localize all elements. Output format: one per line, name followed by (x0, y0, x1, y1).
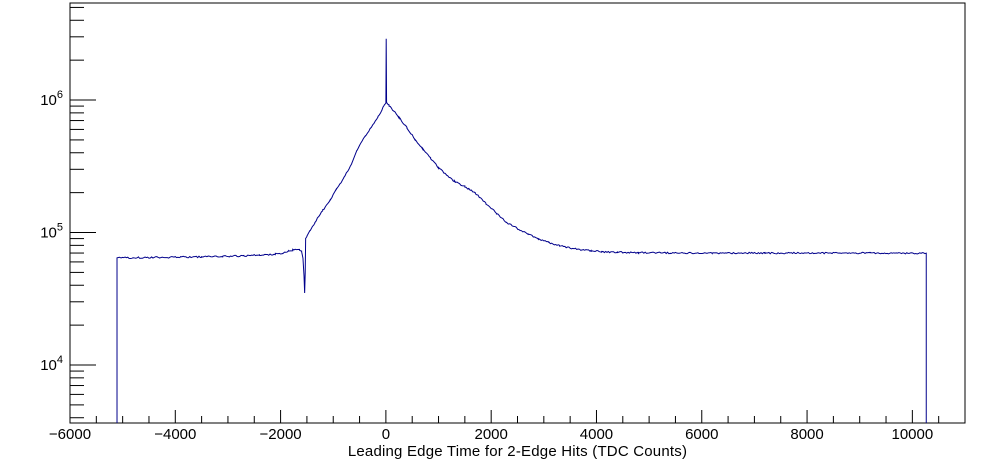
x-tick-label: 0 (382, 426, 390, 443)
x-tick-label: −4000 (154, 426, 196, 443)
x-tick-label: 2000 (474, 426, 507, 443)
x-tick-label: 4000 (580, 426, 613, 443)
plot-frame (69, 2, 966, 424)
x-tick-label: −6000 (49, 426, 91, 443)
x-axis-title: Leading Edge Time for 2-Edge Hits (TDC C… (347, 443, 688, 460)
x-tick-label: 10000 (891, 426, 933, 443)
histogram-line (116, 38, 927, 423)
x-tick-label: −2000 (260, 426, 302, 443)
x-tick-label: 8000 (790, 426, 823, 443)
y-tick-label: 106 (40, 89, 63, 109)
x-tick-label: 6000 (685, 426, 718, 443)
y-tick-label: 105 (40, 222, 63, 242)
y-tick-label: 104 (40, 354, 63, 374)
